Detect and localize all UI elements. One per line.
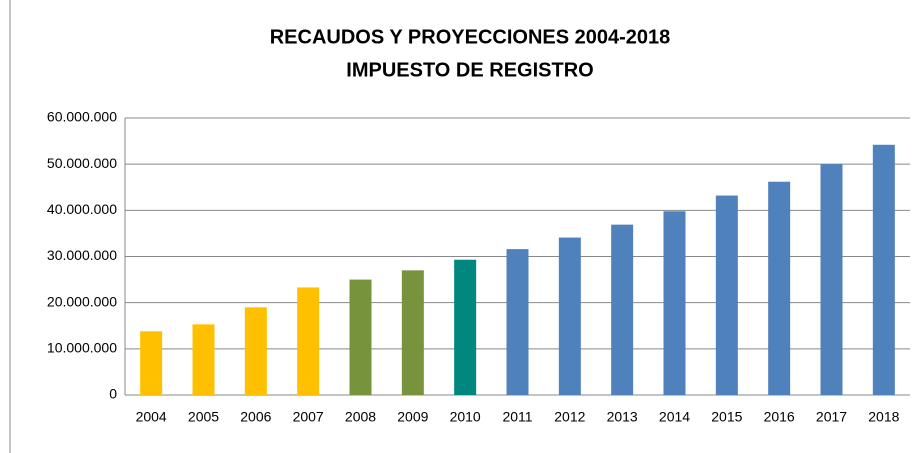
- bar: [820, 164, 843, 395]
- bar: [768, 181, 791, 395]
- x-tick-label: 2006: [240, 409, 271, 425]
- y-tick-label: 20.000.000: [47, 293, 117, 309]
- x-tick-label: 2007: [293, 409, 324, 425]
- x-tick-label: 2012: [554, 409, 585, 425]
- y-tick-label: 0: [109, 386, 117, 402]
- bar: [454, 259, 477, 395]
- bar: [715, 195, 738, 395]
- x-tick-label: 2013: [607, 409, 638, 425]
- x-tick-label: 2014: [659, 409, 690, 425]
- x-tick-label: 2005: [188, 409, 219, 425]
- bar: [506, 249, 529, 395]
- x-tick-label: 2017: [816, 409, 847, 425]
- x-tick-label: 2018: [868, 409, 899, 425]
- bar: [611, 224, 634, 395]
- bar: [558, 237, 581, 395]
- bar: [401, 270, 424, 395]
- x-tick-label: 2009: [397, 409, 428, 425]
- y-tick-label: 10.000.000: [47, 340, 117, 356]
- x-tick-label: 2015: [711, 409, 742, 425]
- bar: [349, 279, 372, 395]
- y-tick-label: 50.000.000: [47, 155, 117, 171]
- y-tick-label: 30.000.000: [47, 247, 117, 263]
- x-tick-label: 2004: [136, 409, 167, 425]
- bar: [140, 331, 163, 395]
- bar: [192, 324, 215, 395]
- bar: [663, 211, 686, 395]
- y-tick-label: 40.000.000: [47, 201, 117, 217]
- x-tick-label: 2016: [764, 409, 795, 425]
- y-tick-label: 60.000.000: [47, 109, 117, 125]
- x-tick-label: 2010: [450, 409, 481, 425]
- chart-subtitle: IMPUESTO DE REGISTRO: [346, 59, 593, 81]
- chart-title: RECAUDOS Y PROYECCIONES 2004-2018: [270, 26, 671, 48]
- x-tick-label: 2011: [502, 409, 532, 425]
- bar: [872, 144, 895, 395]
- bar: [297, 287, 320, 395]
- x-tick-label: 2008: [345, 409, 376, 425]
- bar: [244, 307, 267, 395]
